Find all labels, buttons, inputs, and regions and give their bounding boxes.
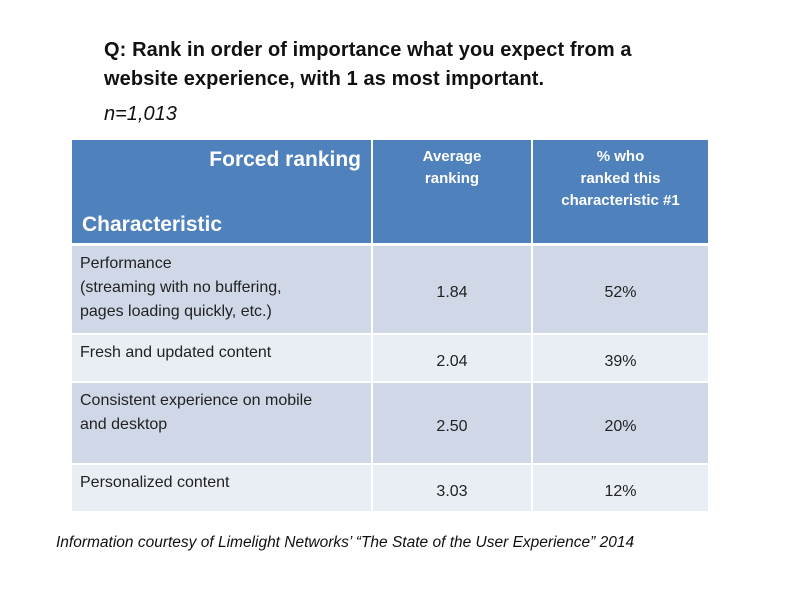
row-percent: 20% xyxy=(532,381,708,465)
table-row: Performance (streaming with no buffering… xyxy=(72,244,708,335)
row-average: 2.04 xyxy=(372,333,533,383)
row-average: 2.50 xyxy=(372,381,533,465)
header-forced-ranking: Forced ranking xyxy=(209,148,361,171)
ranking-table: Forced ranking Characteristic Average ra… xyxy=(72,140,708,513)
header-characteristic-cell: Forced ranking Characteristic xyxy=(72,140,373,246)
row-average-value: 1.84 xyxy=(436,284,468,302)
question-line-2: website experience, with 1 as most impor… xyxy=(104,68,545,90)
table-header-row: Forced ranking Characteristic Average ra… xyxy=(72,140,708,246)
row-percent-value: 12% xyxy=(604,482,637,500)
table-row: Personalized content 3.03 12% xyxy=(72,463,708,513)
header-pct-ranked-first: % who ranked this characteristic #1 xyxy=(561,148,680,209)
table-row: Consistent experience on mobile and desk… xyxy=(72,381,708,465)
row-percent: 52% xyxy=(532,244,708,335)
row-average-value: 2.04 xyxy=(436,352,468,370)
header-characteristic: Characteristic xyxy=(82,213,223,236)
row-percent: 39% xyxy=(532,333,708,383)
header-average-cell: Average ranking xyxy=(372,140,533,246)
question-title: Q: Rank in order of importance what you … xyxy=(104,36,764,94)
row-characteristic: Performance (streaming with no buffering… xyxy=(72,244,373,335)
row-percent-value: 39% xyxy=(604,352,637,370)
question-line-1: Q: Rank in order of importance what you … xyxy=(104,39,632,61)
row-percent: 12% xyxy=(532,463,708,513)
sample-size: n=1,013 xyxy=(104,103,177,125)
row-percent-value: 52% xyxy=(604,284,637,302)
row-average: 1.84 xyxy=(372,244,533,335)
row-average-value: 3.03 xyxy=(436,482,468,500)
row-characteristic: Consistent experience on mobile and desk… xyxy=(72,381,373,465)
source-credit: Information courtesy of Limelight Networ… xyxy=(56,534,635,551)
header-average-ranking: Average ranking xyxy=(422,148,482,187)
table-row: Fresh and updated content 2.04 39% xyxy=(72,333,708,383)
row-characteristic: Fresh and updated content xyxy=(72,333,373,383)
row-percent-value: 20% xyxy=(604,417,637,435)
row-average-value: 2.50 xyxy=(436,417,468,435)
row-characteristic: Personalized content xyxy=(72,463,373,513)
header-percent-cell: % who ranked this characteristic #1 xyxy=(532,140,708,246)
row-average: 3.03 xyxy=(372,463,533,513)
